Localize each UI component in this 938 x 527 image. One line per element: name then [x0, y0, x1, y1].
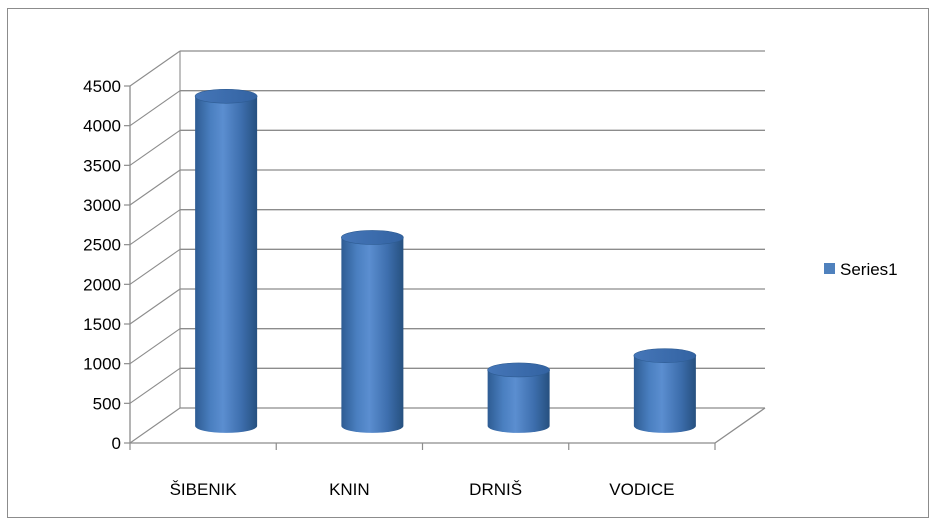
- legend-swatch-series1: [824, 263, 835, 274]
- legend-label-series1: Series1: [840, 260, 898, 279]
- bar: [194, 88, 258, 433]
- y-tick-label: 0: [112, 434, 121, 453]
- bars: [194, 88, 697, 433]
- y-axis-ticks: 0 500 1000 1500 2000 2500 3000 3500 4000 4500: [83, 77, 130, 453]
- x-category-label: KNIN: [329, 480, 370, 499]
- bar-top: [633, 348, 697, 363]
- side-wall-gridline: [129, 248, 181, 285]
- x-category-label: VODICE: [609, 480, 674, 499]
- y-tick-label: 4000: [83, 117, 121, 136]
- bar: [633, 348, 697, 433]
- bar: [341, 230, 404, 433]
- y-tick-label: 4500: [83, 77, 121, 96]
- side-wall-gridline: [129, 209, 181, 246]
- bar-body: [341, 237, 404, 433]
- x-axis-categories: ŠIBENIK KNIN DRNIŠ VODICE: [129, 443, 716, 499]
- legend: Series1: [824, 260, 898, 279]
- bar-top: [194, 88, 258, 104]
- bar: [487, 362, 550, 433]
- side-wall-gridline: [129, 90, 181, 127]
- side-wall-gridline: [129, 288, 181, 325]
- bar-body: [195, 96, 258, 433]
- side-wall-gridline: [129, 50, 181, 87]
- side-wall-gridline: [129, 328, 181, 365]
- y-tick-label: 1500: [83, 315, 121, 334]
- y-tick-label: 3500: [83, 156, 121, 175]
- y-tick-label: 2000: [83, 275, 121, 294]
- side-wall-gridline: [129, 129, 181, 166]
- y-tick-label: 3000: [83, 196, 121, 215]
- y-tick-label: 500: [93, 394, 121, 413]
- bar-body: [633, 355, 696, 433]
- x-category-label: ŠIBENIK: [170, 480, 238, 499]
- y-tick-label: 1000: [83, 355, 121, 374]
- bar-top: [487, 362, 550, 378]
- side-wall-gridline: [129, 407, 181, 444]
- y-tick-label: 2500: [83, 236, 121, 255]
- side-wall-gridline: [129, 367, 181, 404]
- bar-top: [341, 230, 404, 245]
- bar-body: [487, 369, 550, 433]
- side-wall-gridline: [129, 169, 181, 206]
- x-category-label: DRNIŠ: [469, 480, 522, 499]
